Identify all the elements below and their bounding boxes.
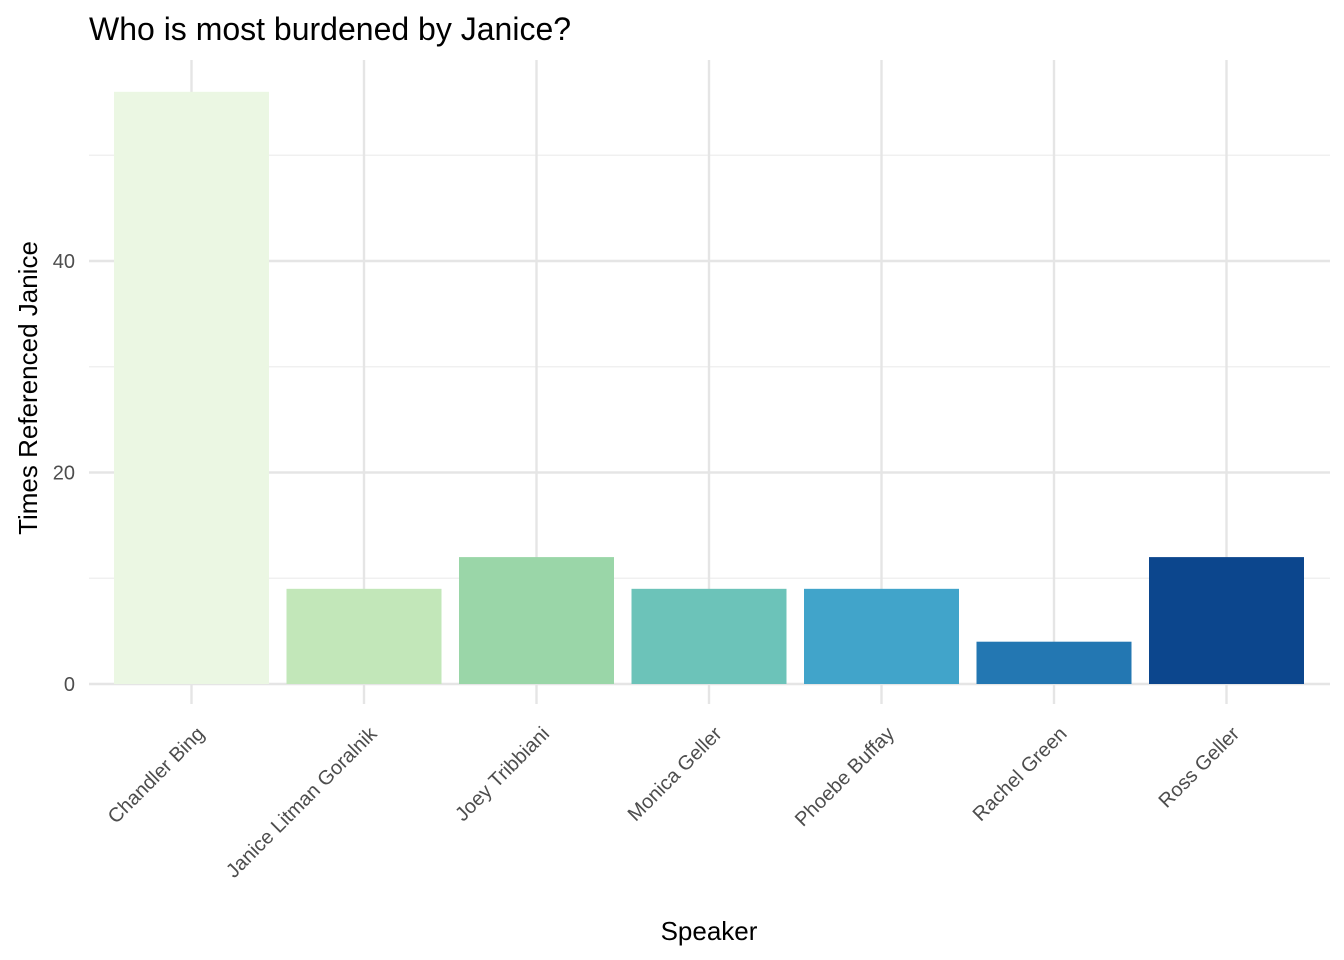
x-tick-label: Phoebe Buffay (791, 723, 899, 831)
bars (114, 91, 1304, 685)
x-tick-label: Chandler Bing (104, 723, 209, 828)
bar (286, 588, 442, 684)
x-tick-label: Janice Litman Goralnik (222, 722, 382, 882)
y-axis-ticks: 0 20 40 (53, 251, 75, 696)
x-tick-label: Ross Geller (1155, 723, 1245, 813)
x-tick-label: Monica Geller (624, 723, 727, 826)
bar (804, 588, 959, 684)
y-tick-label: 0 (64, 674, 75, 696)
bar (459, 557, 614, 684)
y-axis-title: Times Referenced Janice (13, 241, 43, 535)
bar (1149, 557, 1304, 684)
bar (631, 588, 787, 684)
bar (976, 641, 1132, 684)
bar (114, 91, 269, 685)
x-tick-label: Joey Tribbiani (451, 723, 554, 826)
y-tick-label: 20 (53, 463, 75, 485)
y-tick-label: 40 (53, 251, 75, 273)
chart-title: Who is most burdened by Janice? (89, 11, 571, 47)
x-axis-title: Speaker (661, 916, 758, 946)
x-axis-ticks: Chandler Bing Janice Litman Goralnik Joey … (104, 722, 1244, 882)
x-tick-label: Rachel Green (969, 723, 1072, 826)
